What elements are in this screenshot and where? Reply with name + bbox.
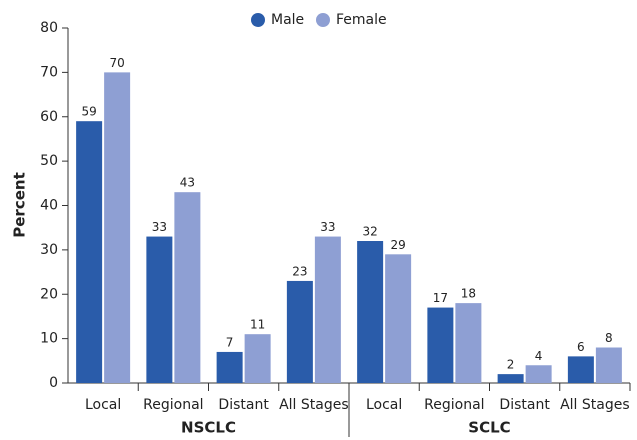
bar	[525, 365, 552, 383]
bar	[76, 121, 103, 383]
y-tick-label: 10	[40, 331, 58, 347]
value-label: 4	[535, 349, 543, 363]
x-tick-label: Regional	[143, 397, 203, 413]
x-tick-label: Distant	[499, 397, 550, 413]
y-tick-label: 20	[40, 286, 58, 302]
bar	[146, 236, 173, 383]
bar	[174, 192, 201, 383]
x-tick-label: All Stages	[560, 397, 630, 413]
value-label: 70	[109, 56, 124, 70]
legend-label: Female	[336, 12, 387, 28]
y-tick-label: 50	[40, 153, 58, 169]
bar	[385, 254, 412, 383]
bar	[455, 303, 482, 383]
value-label: 43	[180, 176, 195, 190]
value-label: 2	[507, 358, 515, 372]
bar	[286, 280, 313, 383]
x-tick-label: Distant	[218, 397, 269, 413]
value-label: 59	[81, 105, 96, 119]
y-tick-label: 40	[40, 198, 58, 214]
bar	[567, 356, 594, 383]
bar	[427, 307, 454, 383]
value-label: 18	[461, 287, 476, 301]
bar	[216, 351, 243, 383]
bar	[497, 374, 524, 383]
bar	[357, 241, 384, 383]
y-tick-label: 70	[40, 64, 58, 80]
x-tick-label: Regional	[424, 397, 484, 413]
value-label: 17	[433, 291, 448, 305]
value-label: 29	[390, 238, 405, 252]
y-tick-label: 0	[49, 375, 58, 391]
y-tick-label: 80	[40, 20, 58, 36]
bar	[104, 72, 131, 383]
group-label: SCLC	[468, 419, 510, 437]
legend-marker	[251, 13, 265, 27]
value-label: 33	[152, 220, 167, 234]
value-label: 23	[292, 264, 307, 278]
legend-label: Male	[271, 12, 304, 28]
bar	[244, 334, 271, 383]
x-tick-label: All Stages	[279, 397, 349, 413]
value-label: 7	[226, 335, 234, 349]
x-tick-label: Local	[85, 397, 121, 413]
x-tick-label: Local	[366, 397, 402, 413]
value-label: 11	[250, 318, 265, 332]
y-tick-label: 30	[40, 242, 58, 258]
value-label: 8	[605, 331, 613, 345]
value-label: 32	[362, 225, 377, 239]
bar	[314, 236, 341, 383]
value-label: 33	[320, 220, 335, 234]
group-label: NSCLC	[181, 419, 236, 437]
y-tick-label: 60	[40, 109, 58, 125]
bar	[595, 347, 622, 383]
y-axis-label: Percent	[11, 172, 29, 237]
legend-marker	[316, 13, 330, 27]
value-label: 6	[577, 340, 585, 354]
